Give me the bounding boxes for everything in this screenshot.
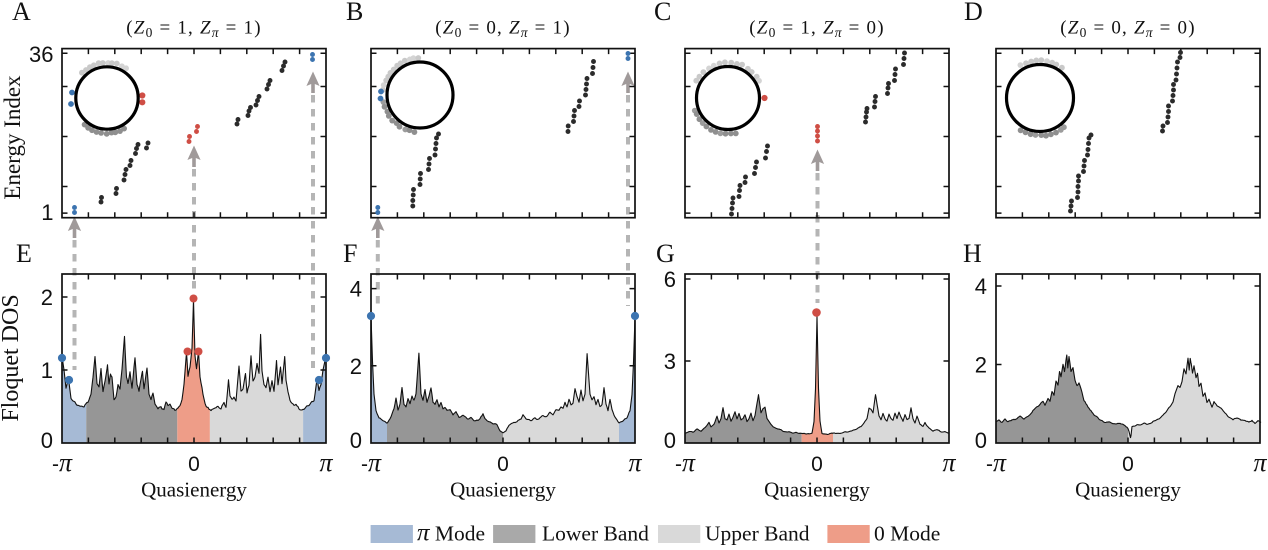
svg-text:E: E bbox=[16, 239, 32, 268]
svg-text:-π: -π bbox=[986, 448, 1007, 477]
svg-text:4: 4 bbox=[975, 274, 987, 299]
svg-text:Floquet DOS: Floquet DOS bbox=[0, 294, 24, 421]
svg-text:F: F bbox=[343, 239, 357, 268]
svg-text:C: C bbox=[654, 0, 671, 26]
svg-text:(Z0 = 1, Zπ = 0): (Z0 = 1, Zπ = 0) bbox=[749, 18, 884, 41]
svg-text:A: A bbox=[12, 0, 31, 26]
svg-text:π: π bbox=[628, 448, 642, 477]
svg-text:2: 2 bbox=[975, 353, 987, 378]
svg-text:1: 1 bbox=[41, 200, 53, 225]
svg-text:36: 36 bbox=[29, 42, 53, 67]
svg-text:Quasienergy: Quasienergy bbox=[450, 478, 556, 502]
svg-text:Quasienergy: Quasienergy bbox=[1075, 478, 1181, 502]
svg-text:Quasienergy: Quasienergy bbox=[141, 478, 247, 502]
svg-text:(Z0 = 1, Zπ = 1): (Z0 = 1, Zπ = 1) bbox=[126, 18, 261, 41]
svg-text:Lower Band: Lower Band bbox=[542, 522, 649, 546]
svg-text:2: 2 bbox=[350, 354, 362, 379]
svg-text:-π: -π bbox=[52, 448, 73, 477]
svg-text:π Mode: π Mode bbox=[417, 520, 485, 547]
svg-text:4: 4 bbox=[350, 277, 362, 302]
svg-text:H: H bbox=[963, 239, 982, 268]
svg-text:-π: -π bbox=[361, 448, 382, 477]
svg-text:π: π bbox=[319, 448, 333, 477]
svg-text:6: 6 bbox=[664, 267, 676, 292]
svg-text:Quasienergy: Quasienergy bbox=[764, 478, 870, 502]
svg-text:π: π bbox=[942, 448, 956, 477]
svg-text:G: G bbox=[656, 239, 675, 268]
svg-text:3: 3 bbox=[664, 349, 676, 374]
svg-text:0: 0 bbox=[664, 428, 676, 453]
svg-text:π: π bbox=[1253, 448, 1267, 477]
svg-text:-π: -π bbox=[675, 448, 696, 477]
svg-text:0: 0 bbox=[41, 428, 53, 453]
svg-text:(Z0 = 0, Zπ = 0): (Z0 = 0, Zπ = 0) bbox=[1060, 18, 1195, 41]
svg-text:Energy Index: Energy Index bbox=[0, 75, 25, 200]
svg-text:Upper Band: Upper Band bbox=[705, 522, 810, 546]
svg-text:(Z0 = 0, Zπ = 1): (Z0 = 0, Zπ = 1) bbox=[435, 18, 570, 41]
svg-text:2: 2 bbox=[41, 285, 53, 310]
svg-text:0: 0 bbox=[975, 428, 987, 453]
svg-text:B: B bbox=[346, 0, 363, 26]
svg-text:0: 0 bbox=[350, 428, 362, 453]
svg-text:0 Mode: 0 Mode bbox=[874, 522, 940, 546]
svg-text:D: D bbox=[964, 0, 983, 26]
svg-text:0: 0 bbox=[188, 453, 200, 476]
svg-text:0: 0 bbox=[497, 453, 509, 476]
svg-text:0: 0 bbox=[1122, 453, 1134, 476]
svg-text:0: 0 bbox=[811, 453, 823, 476]
svg-text:1: 1 bbox=[41, 358, 53, 383]
